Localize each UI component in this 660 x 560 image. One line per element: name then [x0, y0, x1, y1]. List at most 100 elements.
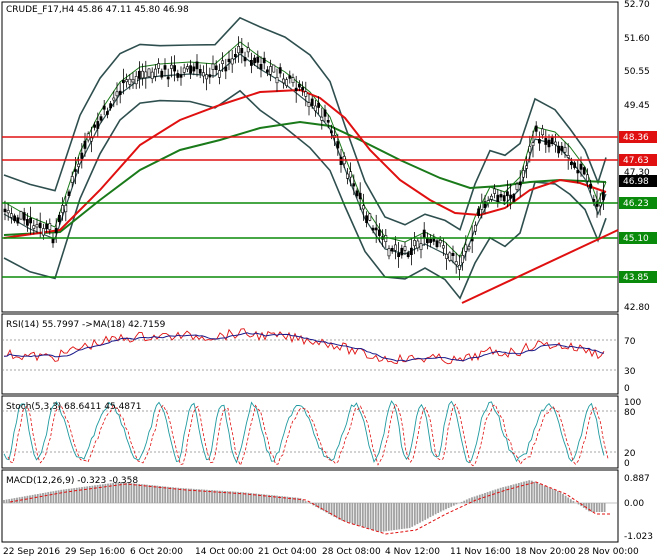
candle-body: [51, 238, 55, 244]
level-badge-46-23: [619, 197, 657, 209]
macd-histogram-bar: [463, 500, 466, 503]
candle-body: [451, 253, 455, 257]
macd-histogram-bar: [476, 495, 479, 503]
macd-histogram-bar: [91, 485, 94, 503]
candle-body: [272, 64, 276, 73]
candle-body: [489, 195, 493, 200]
rsi-line: [3, 328, 605, 365]
macd-histogram-bar: [244, 492, 247, 503]
candle-body: [234, 53, 237, 58]
macd-histogram-bar: [395, 503, 398, 530]
candle-body: [349, 171, 353, 178]
macd-histogram-bar: [203, 489, 206, 503]
candle-body: [202, 72, 205, 77]
candle-body: [499, 194, 503, 198]
macd-histogram-bar: [148, 485, 151, 503]
candle-body: [192, 66, 196, 72]
macd-layer: [2, 480, 618, 535]
candle-body: [205, 74, 209, 80]
stoch-signal-line: [7, 403, 609, 467]
candle-body: [259, 64, 263, 70]
macd-histogram-bar: [49, 491, 52, 503]
macd-histogram-bar: [255, 493, 258, 503]
macd-histogram-bar: [530, 480, 533, 503]
candle-body: [509, 194, 513, 199]
macd-histogram-bar: [109, 483, 112, 503]
macd-histogram-bar: [104, 483, 107, 503]
macd-histogram-bar: [73, 488, 76, 503]
candle-body: [70, 176, 74, 183]
macd-histogram-bar: [185, 488, 187, 503]
macd-histogram-bar: [237, 491, 239, 503]
macd-histogram-bar: [252, 493, 255, 503]
candle-body: [310, 98, 314, 106]
macd-histogram-bar: [502, 487, 505, 503]
macd-histogram-bar: [151, 485, 154, 503]
macd-histogram-bar: [413, 503, 416, 526]
candle-body: [307, 102, 311, 107]
candle-body: [358, 192, 362, 200]
macd-histogram-bar: [281, 496, 284, 503]
candle-body: [422, 229, 426, 239]
candle-body: [182, 67, 186, 73]
candle-body: [32, 225, 36, 229]
macd-tick: -1.023: [624, 532, 653, 542]
candle-body: [240, 47, 244, 54]
macd-histogram-bar: [112, 482, 115, 503]
macd-histogram-bar: [343, 503, 346, 522]
candle-body: [464, 244, 468, 252]
macd-histogram-bar: [562, 494, 564, 503]
macd-histogram-bar: [364, 503, 367, 528]
macd-histogram-bar: [520, 482, 523, 503]
macd-histogram-bar: [554, 490, 557, 503]
macd-histogram-bar: [426, 503, 429, 519]
macd-histogram-bar: [304, 501, 307, 503]
macd-histogram-bar: [198, 489, 200, 503]
candle-body: [227, 58, 231, 63]
candle-body: [413, 240, 417, 247]
rising-trendline[interactable]: [461, 229, 619, 304]
candle-body: [134, 76, 138, 85]
candle-body: [3, 208, 7, 213]
macd-histogram-bar: [172, 487, 174, 503]
candle-body: [304, 91, 308, 97]
macd-histogram-bar: [325, 503, 328, 513]
candle-body: [429, 238, 433, 243]
candle-body: [198, 69, 202, 74]
candle-body: [19, 211, 23, 220]
macd-histogram-bar: [164, 486, 167, 503]
candle-body: [512, 194, 516, 202]
macd-histogram-bar: [567, 497, 570, 503]
candle-body: [595, 201, 599, 207]
macd-histogram-bar: [60, 489, 63, 503]
candle-body: [163, 65, 167, 70]
time-label: 6 Oct 20:00: [130, 547, 183, 557]
candle-body: [525, 165, 529, 169]
macd-histogram-bar: [234, 491, 237, 503]
candle-body: [585, 174, 589, 182]
macd-histogram-bar: [367, 503, 369, 529]
candle-body: [157, 63, 161, 69]
macd-histogram-bar: [333, 503, 336, 517]
macd-histogram-bar: [437, 503, 440, 513]
candle-body: [537, 139, 541, 144]
candle-body: [454, 261, 458, 266]
candle-body: [371, 227, 375, 231]
macd-histogram-bar: [473, 496, 476, 503]
candle-body: [329, 130, 333, 134]
macd-histogram-bar: [382, 503, 385, 532]
macd-histogram-bar: [299, 498, 302, 503]
candle-body: [99, 116, 103, 121]
candle-body: [425, 238, 429, 244]
macd-histogram-bar: [42, 493, 44, 503]
candle-body: [297, 83, 301, 88]
price-tick: 51.60: [624, 34, 650, 44]
candle-body: [147, 68, 151, 78]
macd-histogram-bar: [36, 494, 39, 503]
macd-histogram-bar: [18, 497, 21, 503]
candle-body: [560, 145, 564, 152]
macd-histogram-bar: [588, 503, 590, 512]
candle-body: [409, 247, 413, 256]
